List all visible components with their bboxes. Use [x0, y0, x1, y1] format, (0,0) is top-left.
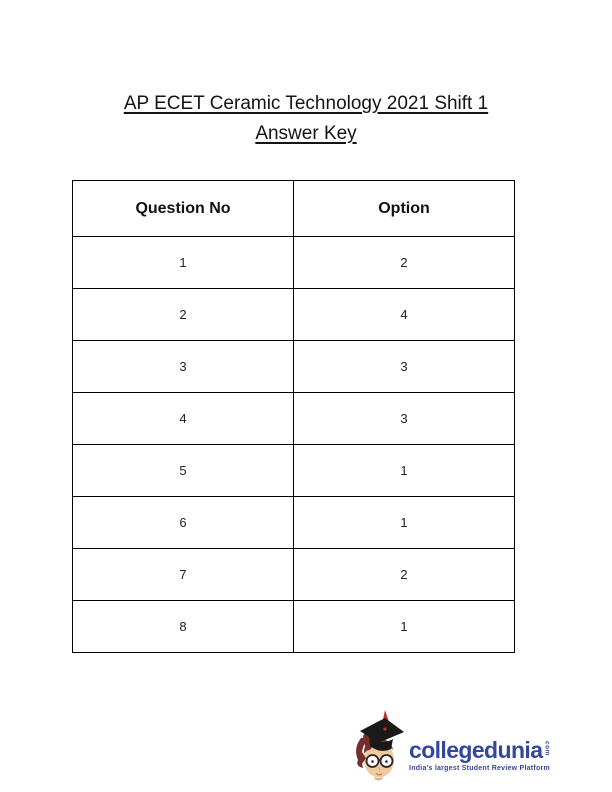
column-header-question-no: Question No	[72, 180, 294, 237]
column-header-option: Option	[293, 180, 515, 237]
logo-tagline: India's largest Student Review Platform	[409, 765, 550, 772]
question-no-cell: 8	[72, 600, 294, 653]
table-row: 4 3	[72, 392, 515, 445]
title-line-2: Answer Key	[255, 123, 357, 144]
question-no-cell: 5	[72, 444, 294, 497]
option-cell: 2	[293, 236, 515, 289]
table-row: 7 2	[72, 548, 515, 601]
option-cell: 3	[293, 340, 515, 393]
logo-brand-wordmark: collegedunia	[409, 737, 543, 763]
logo-text-block: collegedunia com India's largest Student…	[409, 724, 550, 772]
question-no-cell: 7	[72, 548, 294, 601]
logo-tld-text: com	[543, 741, 551, 756]
collegedunia-logo: collegedunia com India's largest Student…	[351, 708, 550, 788]
title-line-1: AP ECET Ceramic Technology 2021 Shift 1	[123, 93, 489, 114]
table-row: 1 2	[72, 236, 515, 289]
document-title: AP ECET Ceramic Technology 2021 Shift 1 …	[0, 89, 612, 149]
table-header-row: Question No Option	[72, 180, 515, 237]
table-row: 8 1	[72, 600, 515, 653]
answer-key-table: Question No Option 1 2 2 4 3 3 4 3 5 1 6…	[72, 180, 515, 653]
option-cell: 1	[293, 444, 515, 497]
question-no-cell: 4	[72, 392, 294, 445]
option-cell: 3	[293, 392, 515, 445]
table-row: 2 4	[72, 288, 515, 341]
question-no-cell: 2	[72, 288, 294, 341]
question-no-cell: 6	[72, 496, 294, 549]
option-cell: 4	[293, 288, 515, 341]
table-row: 6 1	[72, 496, 515, 549]
option-cell: 2	[293, 548, 515, 601]
table-row: 5 1	[72, 444, 515, 497]
graduate-mascot-icon	[356, 710, 404, 781]
table-row: 3 3	[72, 340, 515, 393]
option-cell: 1	[293, 496, 515, 549]
option-cell: 1	[293, 600, 515, 653]
question-no-cell: 3	[72, 340, 294, 393]
question-no-cell: 1	[72, 236, 294, 289]
